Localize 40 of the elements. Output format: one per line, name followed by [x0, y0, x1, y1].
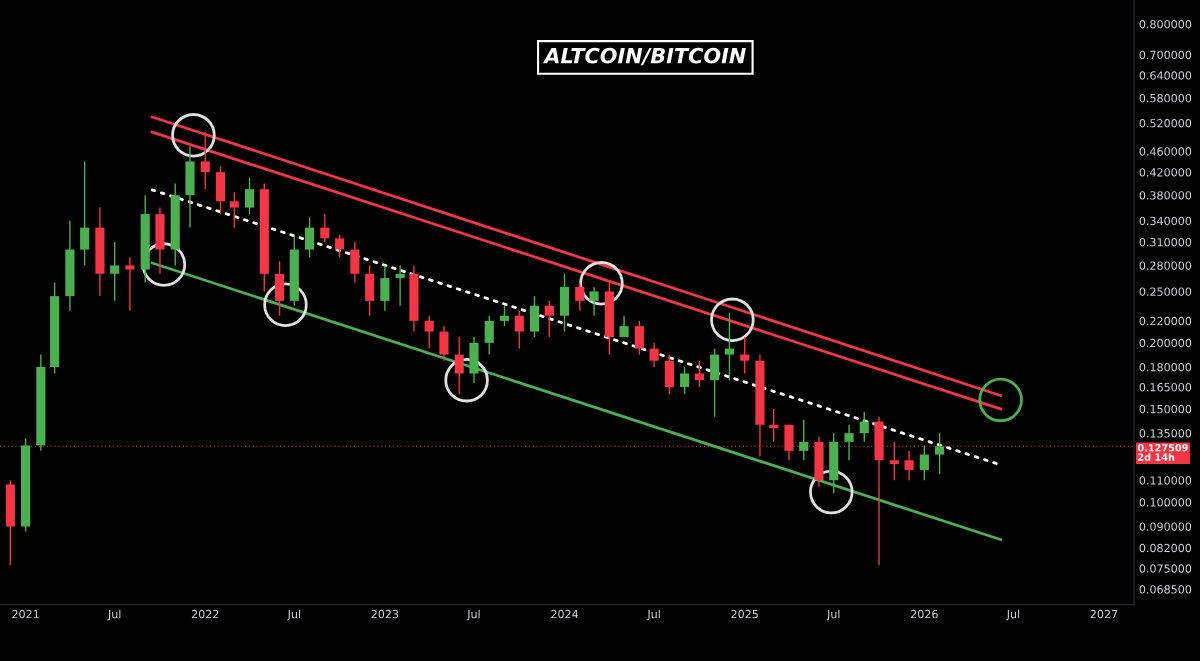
- x-tick-label: Jul: [826, 609, 840, 621]
- y-tick-label: 0.580000: [1139, 93, 1192, 103]
- y-tick-label: 0.250000: [1139, 287, 1192, 296]
- y-tick-label: 0.520000: [1139, 119, 1192, 128]
- x-tick-label: 2025: [731, 609, 758, 619]
- text: ALTCOIN/BITCOIN: [542, 47, 746, 66]
- y-tick-label: 0.460000: [1139, 147, 1192, 156]
- y-tick-label: 0.340000: [1139, 216, 1192, 226]
- y-tick-label: 0.420000: [1139, 168, 1192, 177]
- y-tick-label: 0.380000: [1139, 191, 1192, 200]
- y-tick-label: 0.110000: [1139, 476, 1192, 485]
- x-tick-label: 2026: [911, 609, 938, 619]
- y-tick-label: 0.800000: [1139, 19, 1192, 29]
- text: 2d 14h: [1138, 453, 1175, 461]
- y-tick-label: 0.165000: [1139, 383, 1192, 392]
- x-tick-label: Jul: [466, 609, 480, 621]
- y-tick-label: 0.090000: [1139, 522, 1192, 531]
- y-tick-label: 0.220000: [1139, 316, 1192, 326]
- y-tick-label: 0.082000: [1139, 543, 1192, 553]
- x-tick-label: 2024: [551, 609, 579, 619]
- y-tick-label: 0.640000: [1139, 71, 1192, 80]
- x-tick-label: 2027: [1090, 609, 1118, 619]
- y-tick-label: 0.200000: [1139, 338, 1192, 348]
- y-tick-label: 0.180000: [1139, 362, 1192, 372]
- y-tick-label: 0.135000: [1139, 429, 1192, 438]
- x-tick-label: 2022: [191, 609, 219, 619]
- x-tick-label: Jul: [1006, 609, 1020, 621]
- x-tick-label: Jul: [287, 609, 300, 621]
- x-tick-label: 2023: [371, 609, 399, 619]
- y-tick-label: 0.100000: [1139, 498, 1192, 507]
- y-tick-label: 0.280000: [1139, 261, 1192, 270]
- ref-line-label: 0.127509: [1137, 444, 1188, 452]
- y-tick-label: 0.700000: [1139, 50, 1192, 60]
- y-tick-label: 0.068500: [1139, 585, 1192, 594]
- y-tick-label: 0.150000: [1139, 404, 1192, 414]
- y-tick-label: 0.075000: [1139, 564, 1192, 573]
- x-tick-label: 2021: [12, 609, 39, 619]
- x-tick-label: Jul: [646, 609, 660, 621]
- y-tick-label: 0.310000: [1139, 237, 1192, 247]
- x-tick-label: Jul: [107, 609, 121, 621]
